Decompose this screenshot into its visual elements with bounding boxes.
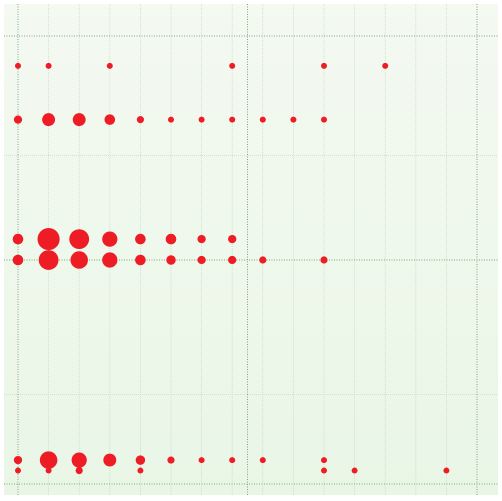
data-point xyxy=(102,252,118,268)
data-point xyxy=(320,256,328,264)
data-point xyxy=(382,62,389,69)
data-point xyxy=(13,455,23,465)
data-point xyxy=(12,254,24,266)
data-point xyxy=(45,62,52,69)
data-point xyxy=(13,115,23,124)
data-point xyxy=(321,457,327,464)
data-point xyxy=(39,451,58,469)
data-point xyxy=(71,452,87,468)
data-point xyxy=(70,251,88,269)
data-point xyxy=(259,457,266,464)
data-point xyxy=(167,456,175,464)
data-point xyxy=(15,467,21,474)
data-point xyxy=(168,116,174,123)
data-point xyxy=(259,256,267,264)
data-point xyxy=(228,255,237,265)
data-point xyxy=(104,114,116,125)
data-point xyxy=(69,229,90,249)
data-point xyxy=(321,62,327,69)
data-point xyxy=(103,453,117,467)
data-point xyxy=(321,116,327,123)
data-point xyxy=(135,455,146,465)
data-point xyxy=(229,457,236,464)
data-point xyxy=(228,234,237,244)
data-point xyxy=(45,467,52,474)
data-point xyxy=(72,113,86,127)
plot-background xyxy=(4,4,498,495)
data-point xyxy=(259,116,266,123)
data-point xyxy=(229,62,236,69)
data-point xyxy=(102,231,118,247)
data-point xyxy=(38,250,59,270)
data-point xyxy=(75,466,83,475)
data-point xyxy=(197,255,206,265)
data-point xyxy=(197,234,206,244)
grid-lines xyxy=(4,4,498,495)
data-point xyxy=(135,233,146,245)
data-point xyxy=(166,255,176,265)
data-point xyxy=(290,116,297,123)
data-point xyxy=(37,228,60,251)
data-point xyxy=(351,467,358,474)
data-point xyxy=(443,467,450,474)
data-point xyxy=(198,116,205,123)
data-point xyxy=(12,233,24,245)
data-point xyxy=(136,116,144,124)
data-point xyxy=(42,113,56,127)
data-point xyxy=(137,467,144,474)
data-point xyxy=(106,62,113,69)
data-point xyxy=(165,233,177,245)
data-point xyxy=(135,254,146,266)
data-point xyxy=(229,116,236,123)
data-points xyxy=(12,62,450,475)
data-point xyxy=(321,467,327,474)
data-point xyxy=(198,457,205,464)
data-point xyxy=(15,62,21,69)
